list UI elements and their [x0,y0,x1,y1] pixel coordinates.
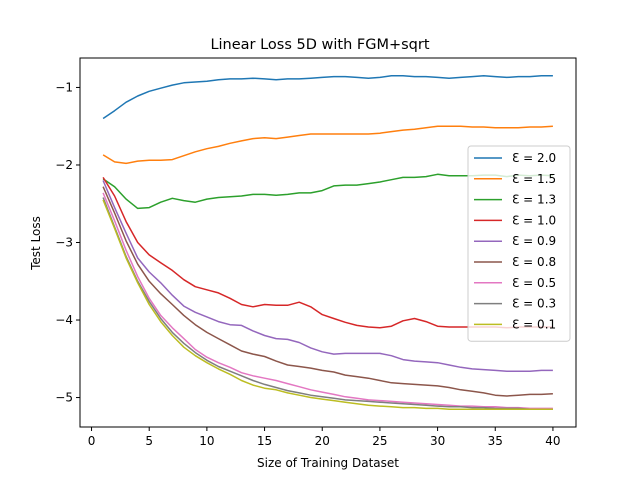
chart-title: Linear Loss 5D with FGM+sqrt [210,37,429,53]
y-tick-label: −4 [55,313,73,327]
x-tick-label: 35 [488,434,503,448]
legend: Ɛ = 2.0 Ɛ = 1.5 Ɛ = 1.3 Ɛ = 1.0 Ɛ = 0.9 Ɛ = 0… [467,145,571,342]
y-axis: −5 −4 −3 −2 −1 [55,80,80,405]
x-tick-label: 20 [315,434,330,448]
series-line-1 [102,75,553,120]
y-tick-label: −5 [55,391,73,405]
y-axis-label: Test Loss [29,216,43,271]
series-line-9 [102,199,553,410]
legend-entry: Ɛ = 1.0 [512,213,556,227]
series-line-6 [102,186,553,397]
legend-box [467,145,571,342]
x-tick-label: 25 [372,434,387,448]
x-tick-label: 10 [199,434,214,448]
legend-entry: Ɛ = 0.1 [512,317,556,331]
series-line-5 [102,180,553,372]
legend-entry: Ɛ = 0.9 [512,234,556,248]
legend-entry: Ɛ = 0.5 [512,276,556,290]
legend-entry: Ɛ = 0.3 [512,297,556,311]
x-tick-label: 5 [145,434,153,448]
x-axis-label: Size of Training Dataset [257,456,399,470]
x-tick-label: 30 [430,434,445,448]
series-layer [102,75,553,410]
series-line-2 [102,125,553,165]
legend-entry: Ɛ = 1.3 [512,193,556,207]
legend-entry: Ɛ = 2.0 [512,151,556,165]
legend-entry: Ɛ = 0.8 [512,255,556,269]
series-line-8 [102,197,553,410]
x-tick-label: 40 [545,434,560,448]
y-tick-label: −3 [55,236,73,250]
y-tick-label: −2 [55,158,73,172]
x-axis: 0 5 10 15 20 25 30 35 40 [88,427,561,448]
x-tick-label: 0 [88,434,96,448]
x-tick-label: 15 [257,434,272,448]
y-tick-label: −1 [55,80,73,94]
series-line-7 [102,192,553,410]
legend-entry: Ɛ = 1.5 [512,172,556,186]
